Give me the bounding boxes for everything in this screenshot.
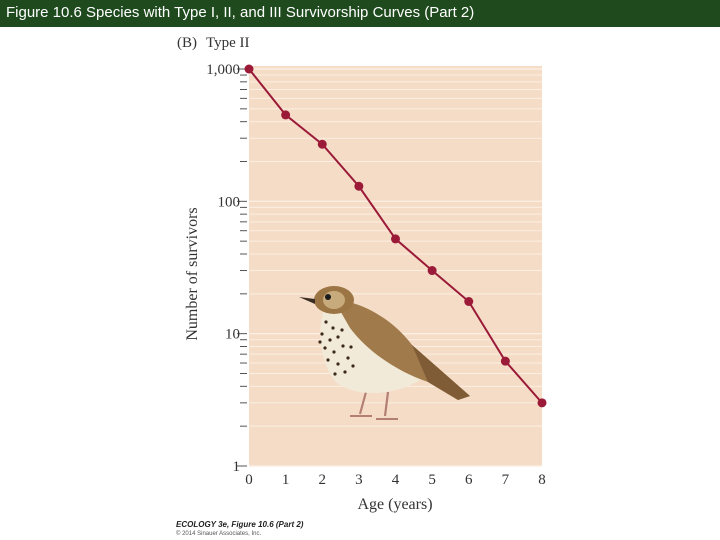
bird-spot [320,332,324,336]
x-tick-label: 5 [428,472,436,488]
thrush-bird-illustration [299,286,470,420]
x-tick-label: 8 [538,472,546,488]
x-tick-label: 4 [392,472,400,488]
bird-spot [333,372,337,376]
bird-spot [340,328,344,332]
bird-breast-spots [318,320,355,376]
data-point [500,356,510,366]
y-axis-label: Number of survivors [184,207,201,340]
plot-background [249,66,542,466]
x-axis-label: Age (years) [357,496,432,513]
data-point [354,181,364,191]
bird-feet [350,415,398,420]
x-tick-label: 7 [502,472,510,488]
x-tick-label: 2 [319,472,327,488]
bird-spot [349,345,353,349]
x-tick-label: 3 [355,472,363,488]
y-tick-label: 1 [233,459,241,475]
x-tick-label: 0 [245,472,253,488]
bird-tail [412,345,470,400]
bird-spot [323,346,327,350]
x-tick-labels: 0 1 2 3 4 5 6 7 8 [245,472,546,488]
y-tick-label: 100 [218,194,241,210]
panel-label: (B) [177,35,197,51]
bird-spot [346,356,350,360]
y-tick-marks [237,68,247,467]
bird-spot [331,326,335,330]
copyright-notice: © 2014 Sinauer Associates, Inc. [176,531,262,537]
figure-credit: ECOLOGY 3e, Figure 10.6 (Part 2) [176,520,304,529]
data-point [537,398,547,408]
bird-spot [343,370,347,374]
chart-title: Type II [206,35,250,51]
data-point [244,64,254,74]
data-point [464,297,474,307]
bird-spot [324,320,328,324]
y-tick-label: 10 [225,327,240,343]
bird-spot [328,338,332,342]
bird-spot [336,335,340,339]
data-point [391,234,400,244]
bird-spot [341,344,345,348]
slide-title: Figure 10.6 Species with Type I, II, and… [6,4,475,21]
x-tick-label: 6 [465,472,473,488]
bird-beak [299,297,315,304]
data-point [281,110,291,120]
bird-spot [336,362,340,366]
bird-spot [318,340,322,344]
bird-eye [325,294,331,300]
y-tick-labels: 1 10 100 1,000 [206,62,240,475]
data-point [427,266,437,276]
bird-spot [332,350,336,354]
y-tick-label: 1,000 [206,62,240,78]
data-points [244,64,547,408]
bird-cheek [323,291,345,309]
x-tick-label: 1 [282,472,290,488]
bird-legs [358,391,390,417]
bird-spot [326,358,330,362]
title-bar: Figure 10.6 Species with Type I, II, and… [0,0,720,27]
data-point [317,139,327,149]
bird-spot [351,364,355,368]
